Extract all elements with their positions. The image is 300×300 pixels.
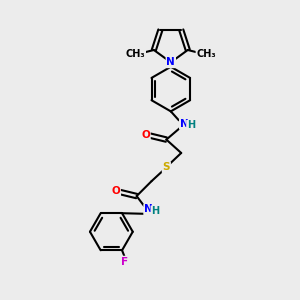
Text: N: N [144,204,153,214]
Text: S: S [163,162,170,172]
Text: O: O [111,186,120,196]
Text: N: N [180,119,189,129]
Text: O: O [141,130,150,140]
Text: H: H [151,206,159,216]
Text: CH₃: CH₃ [126,50,145,59]
Text: H: H [187,120,195,130]
Text: CH₃: CH₃ [196,50,216,59]
Text: F: F [122,256,129,267]
Text: N: N [167,57,175,67]
